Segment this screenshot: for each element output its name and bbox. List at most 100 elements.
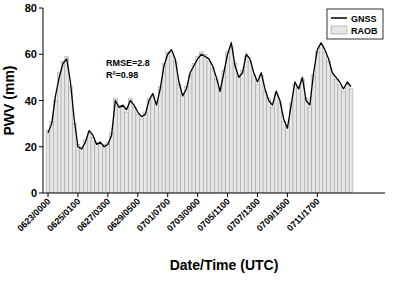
y-tick-label: 20 (25, 141, 37, 153)
bar (69, 87, 73, 193)
bar (241, 70, 245, 193)
x-axis-title: Date/Time (UTC) (170, 257, 279, 273)
bar (125, 112, 129, 193)
legend-swatch (331, 26, 347, 34)
legend-swatch (331, 17, 347, 19)
bar (304, 98, 308, 193)
bar (214, 80, 218, 193)
y-tick (39, 100, 43, 101)
bar (338, 84, 342, 193)
bar (155, 103, 159, 193)
bar (278, 103, 282, 193)
bar (102, 144, 106, 193)
bar (207, 61, 211, 193)
bar (301, 80, 305, 193)
bar (181, 94, 185, 193)
bar (147, 98, 151, 193)
bar (274, 94, 278, 193)
bar (61, 61, 65, 193)
bar (226, 52, 230, 193)
bar (282, 121, 286, 193)
bar (117, 105, 121, 193)
bar (211, 68, 215, 193)
bar (80, 147, 84, 193)
x-tick (257, 193, 258, 197)
y-tick-label: 60 (25, 48, 37, 60)
x-tick (197, 193, 198, 197)
bar (76, 144, 80, 193)
legend-box (327, 9, 383, 39)
y-tick-label: 0 (31, 187, 37, 199)
x-axis (43, 193, 385, 194)
x-tick (317, 193, 318, 197)
bar (57, 73, 61, 193)
x-tick (227, 193, 228, 197)
bar (200, 52, 204, 193)
bar (252, 75, 256, 193)
bar (244, 57, 248, 193)
bar (203, 54, 207, 193)
bar (99, 144, 103, 193)
bar (162, 64, 166, 194)
bar (128, 98, 132, 193)
bar (293, 84, 297, 193)
x-tick-label: 0711/1700 (285, 196, 322, 233)
bar (72, 124, 76, 193)
annotation: R²=0.98 (106, 70, 138, 80)
bar (345, 84, 349, 193)
bar (349, 89, 353, 193)
bar (188, 75, 192, 193)
bar (312, 75, 316, 193)
bar (192, 64, 196, 194)
y-tick-label: 40 (25, 95, 37, 107)
bar (308, 107, 312, 193)
x-tick (107, 193, 108, 197)
bar (121, 107, 125, 193)
marks (46, 43, 353, 193)
bar (110, 133, 114, 193)
bar (158, 87, 162, 193)
bar (342, 91, 346, 193)
bar (196, 57, 200, 193)
bar (229, 47, 233, 193)
y-axis-title: PWV (mm) (1, 66, 17, 136)
bar (233, 64, 237, 194)
legend: GNSSRAOB (327, 9, 383, 39)
y-tick (39, 146, 43, 147)
y-tick (39, 8, 43, 9)
bar (91, 138, 95, 194)
bar (65, 57, 69, 193)
y-tick-label: 80 (25, 2, 37, 14)
bar (185, 87, 189, 193)
bar (323, 52, 327, 193)
bar (54, 101, 58, 194)
bar (327, 61, 331, 193)
bar (330, 75, 334, 193)
bar (222, 70, 226, 193)
bar (256, 84, 260, 193)
bar (166, 52, 170, 193)
bar (218, 89, 222, 193)
x-tick (167, 193, 168, 197)
bar (334, 80, 338, 193)
x-tick (137, 193, 138, 197)
bar (173, 61, 177, 193)
bar (297, 87, 301, 193)
bar (50, 121, 54, 193)
bar (170, 52, 174, 193)
legend-label: RAOB (351, 26, 378, 36)
bar (259, 75, 263, 193)
bar (140, 119, 144, 193)
line (48, 43, 351, 149)
bar (319, 45, 323, 193)
bar (248, 61, 252, 193)
x-tick (287, 193, 288, 197)
bar (132, 107, 136, 193)
bar (84, 140, 88, 193)
y-tick (39, 193, 43, 194)
bar (95, 142, 99, 193)
bar (286, 126, 290, 193)
bar (106, 142, 110, 193)
bar (237, 75, 241, 193)
bar (177, 84, 181, 193)
